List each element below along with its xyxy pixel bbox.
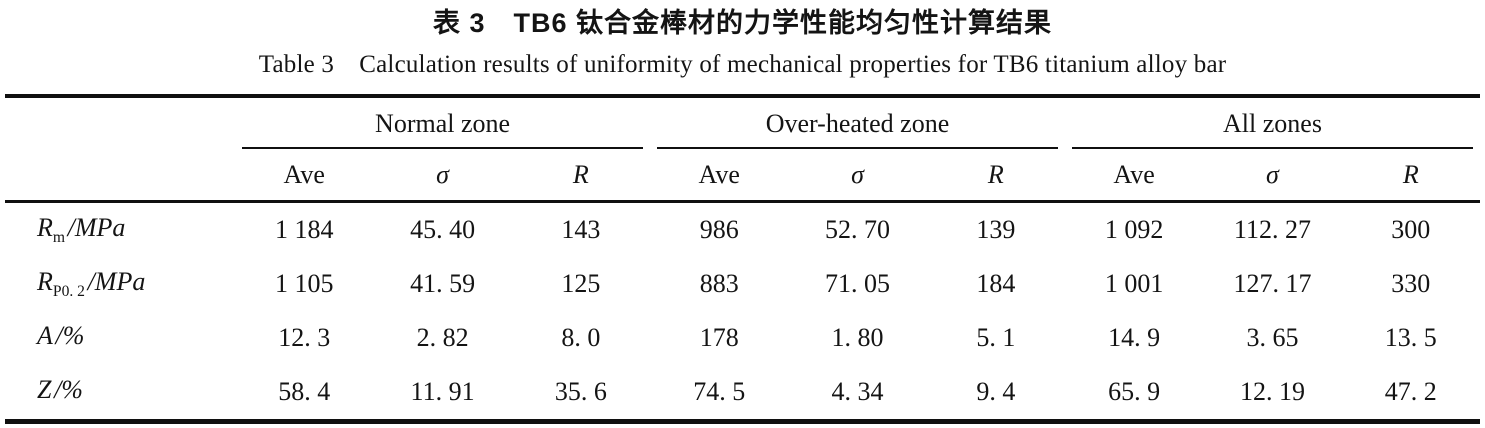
cell: 143 — [561, 215, 601, 244]
cell: 8. 0 — [561, 323, 601, 352]
cell: 65. 9 — [1108, 377, 1161, 406]
property-unit: /MPa — [67, 212, 126, 242]
cell: 1. 80 — [831, 323, 884, 352]
cell: 1 105 — [275, 269, 334, 298]
cell: 330 — [1391, 269, 1431, 298]
subheader-ave: Ave — [235, 149, 374, 203]
table-row-rp02: RP0. 2/MPa 1 105 41. 59 125 883 71. 05 1… — [5, 257, 1480, 311]
cell: 1 001 — [1104, 269, 1164, 298]
cell: 11. 91 — [410, 377, 475, 406]
cell: 139 — [976, 215, 1016, 244]
property-symbol: A — [37, 320, 53, 350]
corner-cell — [5, 96, 235, 149]
row-label-rm: Rm/MPa — [5, 202, 235, 258]
property-symbol: Z — [37, 374, 52, 404]
cell: 47. 2 — [1384, 377, 1437, 406]
cell: 125 — [561, 269, 601, 298]
group-header-row: Normal zone Over-heated zone All zones — [5, 96, 1480, 149]
cell: 986 — [699, 215, 739, 244]
cell: 41. 59 — [410, 269, 476, 298]
cell: 9. 4 — [976, 377, 1016, 406]
cell: 58. 4 — [278, 377, 331, 406]
subheader-sigma: σ — [788, 149, 927, 203]
cell: 71. 05 — [825, 269, 890, 298]
cell: 4. 34 — [831, 377, 884, 406]
cell: 112. 27 — [1233, 215, 1311, 244]
subheader-ave: Ave — [1064, 149, 1204, 203]
subheader-sigma: σ — [1203, 149, 1342, 203]
cell: 883 — [699, 269, 739, 298]
cell: 14. 9 — [1108, 323, 1161, 352]
cell: 184 — [976, 269, 1016, 298]
subheader-range: R — [926, 149, 1065, 203]
cell: 2. 82 — [416, 323, 469, 352]
table-row-rm: Rm/MPa 1 184 45. 40 143 986 52. 70 139 1… — [5, 202, 1480, 258]
property-unit: /% — [55, 320, 85, 350]
cell: 1 184 — [275, 215, 334, 244]
table-row-a: A/% 12. 3 2. 82 8. 0 178 1. 80 5. 1 14. … — [5, 311, 1480, 365]
table-title-english: Table 3 Calculation results of uniformit… — [258, 51, 1227, 78]
cell: 5. 1 — [976, 323, 1016, 352]
row-label-a: A/% — [5, 311, 235, 365]
property-subscript: P0. 2 — [52, 283, 85, 301]
cell: 13. 5 — [1384, 323, 1437, 352]
table-row-z: Z/% 58. 4 11. 91 35. 6 74. 5 4. 34 9. 4 … — [5, 365, 1480, 422]
group-header-normal-zone: Normal zone — [235, 96, 650, 149]
cell: 3. 65 — [1246, 323, 1299, 352]
subheader-range: R — [1341, 149, 1480, 203]
property-subscript: m — [52, 229, 66, 247]
cell: 45. 40 — [410, 215, 476, 244]
cell: 52. 70 — [825, 215, 890, 244]
cell: 74. 5 — [693, 377, 746, 406]
cell: 12. 3 — [278, 323, 331, 352]
property-unit: /% — [54, 374, 83, 404]
property-symbol: R — [37, 266, 53, 296]
subheader-sigma: σ — [373, 149, 512, 203]
subheader-ave: Ave — [650, 149, 789, 203]
cell: 35. 6 — [554, 377, 607, 406]
cell: 1 092 — [1104, 215, 1164, 244]
group-header-all-zones: All zones — [1065, 96, 1480, 149]
cell: 12. 19 — [1239, 377, 1305, 406]
group-header-overheated-zone: Over-heated zone — [650, 96, 1065, 149]
subheader-row: Ave σ R Ave σ R Ave σ R — [5, 149, 1480, 203]
cell: 127. 17 — [1233, 269, 1312, 298]
table-title-chinese: 表 3 TB6 钛合金棒材的力学性能均匀性计算结果 — [432, 8, 1053, 38]
corner-cell — [5, 149, 236, 203]
property-symbol: R — [37, 212, 53, 242]
mechanical-properties-table: Normal zone Over-heated zone All zones A… — [5, 94, 1480, 424]
property-unit: /MPa — [87, 266, 146, 296]
row-label-z: Z/% — [5, 365, 235, 422]
subheader-range: R — [511, 149, 651, 203]
row-label-rp02: RP0. 2/MPa — [5, 257, 235, 311]
cell: 300 — [1391, 215, 1431, 244]
cell: 178 — [699, 323, 739, 352]
